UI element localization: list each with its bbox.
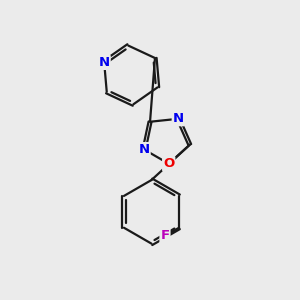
Text: N: N [139, 143, 150, 156]
Text: N: N [99, 56, 110, 69]
Text: N: N [173, 112, 184, 125]
Text: O: O [163, 157, 174, 170]
Text: F: F [160, 229, 169, 242]
